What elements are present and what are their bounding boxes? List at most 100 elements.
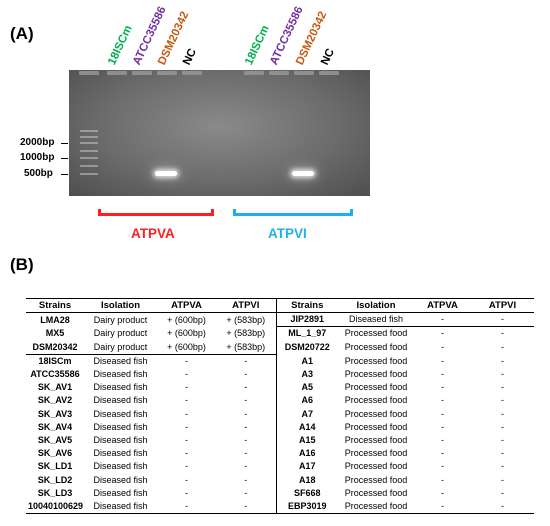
cell-atpva: - [185, 487, 188, 498]
size-marker-tick [61, 158, 68, 159]
bracket-atpvi [233, 209, 353, 216]
cell-strain: DSM20722 [275, 340, 338, 355]
cell-isolation: Processed food [344, 382, 408, 393]
table-row: SK_AV5 Diseased fish - - A15 Processed food - - [26, 433, 534, 448]
panel-a-label: (A) [10, 24, 34, 43]
cell-strain: ATCC35586 [30, 369, 80, 380]
cell-isolation: Dairy product [84, 340, 157, 355]
ladder-band [80, 136, 98, 138]
ladder-band [80, 150, 98, 152]
gel-well [79, 71, 99, 75]
header-strains: Strains [38, 300, 72, 312]
cell-atpvi: - [501, 487, 504, 498]
cell-atpvi: - [501, 448, 504, 459]
size-marker-500bp: 500bp [24, 168, 53, 179]
cell-atpva: - [185, 434, 188, 445]
cell-atpvi: - [501, 461, 504, 472]
cell-atpva: - [441, 421, 444, 432]
table-row: SK_AV1 Diseased fish - - A5 Processed food - - [26, 381, 534, 395]
cell-atpva: - [441, 408, 444, 419]
cell-strain: DSM20342 [26, 340, 84, 355]
cell-atpvi: - [244, 474, 248, 485]
cell-atpva: - [441, 382, 444, 393]
cell-isolation: Dairy product [93, 314, 148, 325]
cell-atpva: - [185, 408, 188, 419]
cell-atpvi: - [501, 434, 504, 445]
cell-strain: A17 [275, 460, 338, 474]
cell-isolation: Processed food [344, 500, 408, 511]
header-strains: Strains [275, 298, 338, 313]
cell-atpvi: - [501, 421, 504, 432]
cell-strain: A6 [275, 394, 338, 408]
table-row: 18ISCm Diseased fish - - A1 Processed food - - [26, 354, 534, 368]
cell-atpva: + (600bp) [167, 314, 206, 325]
cell-strain: SK_LD3 [37, 487, 73, 498]
cell-isolation: Processed food [344, 328, 408, 339]
cell-isolation: Diseased fish [93, 421, 148, 432]
cell-isolation: Processed food [344, 408, 408, 419]
cell-strain: SK_AV4 [37, 421, 73, 432]
cell-strain: A3 [275, 367, 338, 382]
table-row: SK_AV3 Diseased fish - - A7 Processed food - - [26, 407, 534, 421]
size-marker-2000bp: 2000bp [20, 137, 55, 148]
cell-atpva: - [441, 355, 444, 366]
ladder-band [80, 157, 98, 159]
table-row: MX5 Dairy product + (600bp) + (583bp) ML_1_9… [26, 326, 534, 341]
cell-isolation: Diseased fish [93, 369, 148, 380]
cell-atpvi: - [244, 421, 248, 432]
cell-atpvi: - [501, 328, 504, 339]
cell-strain: A16 [275, 447, 338, 461]
cell-atpvi: - [501, 474, 504, 485]
cell-strain: A7 [275, 407, 338, 421]
cell-atpva: - [441, 500, 444, 511]
cell-atpva: - [185, 369, 188, 380]
cell-atpva: - [441, 487, 444, 498]
cell-atpvi: - [501, 341, 504, 352]
cell-atpvi: - [244, 487, 248, 498]
cell-isolation: Processed food [344, 355, 408, 366]
cell-strain: 10040100629 [28, 500, 84, 511]
cell-isolation: Diseased fish [93, 408, 148, 419]
cell-atpva: - [441, 434, 444, 445]
cell-atpva: - [441, 448, 444, 459]
ladder-band [80, 130, 98, 132]
cell-atpvi: + (583bp) [226, 314, 266, 325]
cell-strain: SK_AV5 [37, 434, 73, 445]
table-row: LMA28 Dairy product + (600bp) + (583bp) JIP2… [26, 312, 534, 328]
group-label-atpva: ATPVA [131, 226, 175, 241]
cell-atpvi: - [471, 312, 534, 328]
size-marker-tick [61, 174, 68, 175]
cell-atpvi: - [501, 382, 504, 393]
cell-atpva: - [185, 395, 188, 406]
size-marker-tick [61, 143, 68, 144]
ladder-band [80, 142, 98, 144]
gel-well [244, 71, 264, 75]
cell-atpvi: - [501, 408, 504, 419]
lane-label-8: NC [319, 46, 338, 67]
header-atpvi: ATPVI [488, 300, 517, 312]
header-atpva: ATPVA [171, 300, 202, 312]
cell-atpvi: + (583bp) [226, 328, 266, 339]
table-row: SK_AV4 Diseased fish - - A14 Processed food - - [26, 420, 534, 434]
cell-isolation: Diseased fish [93, 434, 148, 445]
cell-strain: SK_AV1 [37, 382, 73, 393]
table-row: ATCC35586 Diseased fish - - A3 Processed food… [26, 367, 534, 382]
cell-isolation: Dairy product [93, 328, 148, 339]
gel-image [69, 70, 370, 196]
cell-atpvi: - [244, 461, 248, 472]
table-row: 10040100629 Diseased fish - - EBP3019 Process… [26, 499, 534, 514]
cell-atpva: - [441, 328, 444, 339]
cell-atpva: - [441, 395, 444, 406]
cell-atpva: - [185, 421, 188, 432]
gel-well [319, 71, 339, 75]
cell-atpva: - [414, 312, 471, 328]
cell-isolation: Processed food [344, 461, 408, 472]
header-atpva: ATPVA [427, 300, 458, 312]
table-header-row: Strains Isolation ATPVA ATPVI Strains Is… [26, 298, 534, 313]
cell-atpva: - [185, 382, 188, 393]
cell-strain: SK_AV2 [37, 395, 73, 406]
cell-atpvi: - [501, 395, 504, 406]
gel-well [107, 71, 127, 75]
cell-isolation: Processed food [344, 448, 408, 459]
gel-well [132, 71, 152, 75]
